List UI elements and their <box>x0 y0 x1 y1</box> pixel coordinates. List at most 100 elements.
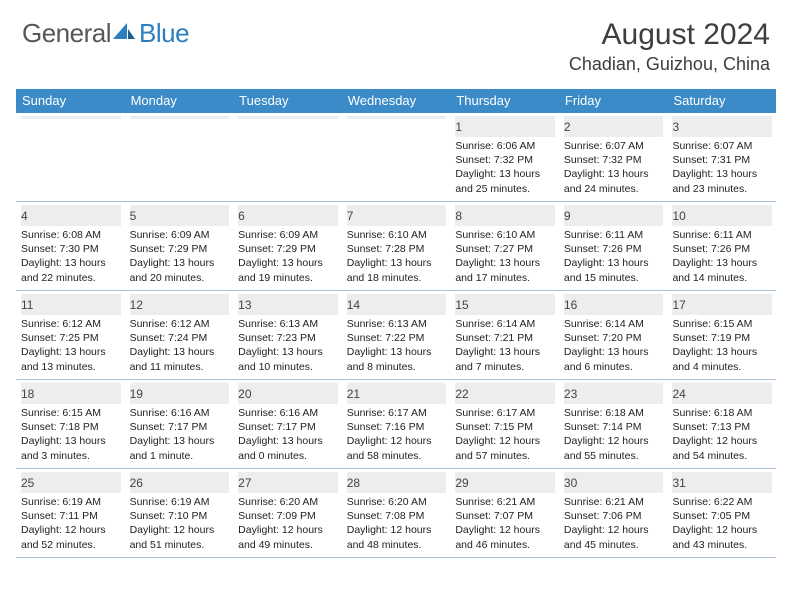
sunrise-text: Sunrise: 6:20 AM <box>347 495 447 509</box>
daylight-text: Daylight: 13 hours and 18 minutes. <box>347 256 447 284</box>
day-details: Sunrise: 6:12 AMSunset: 7:24 PMDaylight:… <box>130 317 230 374</box>
sunrise-text: Sunrise: 6:12 AM <box>21 317 121 331</box>
sunset-text: Sunset: 7:27 PM <box>455 242 555 256</box>
day-number-band: 8 <box>455 205 555 226</box>
day-number: 14 <box>347 298 360 312</box>
day-number-band <box>130 116 230 119</box>
day-number-band <box>238 116 338 119</box>
sunrise-text: Sunrise: 6:17 AM <box>455 406 555 420</box>
day-number: 1 <box>455 120 462 134</box>
sunset-text: Sunset: 7:31 PM <box>672 153 772 167</box>
calendar-day-cell: 30Sunrise: 6:21 AMSunset: 7:06 PMDayligh… <box>559 469 668 557</box>
day-details: Sunrise: 6:11 AMSunset: 7:26 PMDaylight:… <box>672 228 772 285</box>
day-details: Sunrise: 6:08 AMSunset: 7:30 PMDaylight:… <box>21 228 121 285</box>
sunrise-text: Sunrise: 6:19 AM <box>130 495 230 509</box>
day-number-band: 16 <box>564 294 664 315</box>
sunrise-text: Sunrise: 6:15 AM <box>672 317 772 331</box>
day-number-band: 25 <box>21 472 121 493</box>
day-details: Sunrise: 6:09 AMSunset: 7:29 PMDaylight:… <box>130 228 230 285</box>
day-details: Sunrise: 6:11 AMSunset: 7:26 PMDaylight:… <box>564 228 664 285</box>
calendar-day-cell <box>125 113 234 201</box>
day-number: 9 <box>564 209 571 223</box>
sunrise-text: Sunrise: 6:15 AM <box>21 406 121 420</box>
sunrise-text: Sunrise: 6:13 AM <box>238 317 338 331</box>
day-details: Sunrise: 6:19 AMSunset: 7:11 PMDaylight:… <box>21 495 121 552</box>
day-details: Sunrise: 6:07 AMSunset: 7:31 PMDaylight:… <box>672 139 772 196</box>
day-number: 12 <box>130 298 143 312</box>
day-details: Sunrise: 6:13 AMSunset: 7:23 PMDaylight:… <box>238 317 338 374</box>
logo-sail-icon <box>111 21 137 48</box>
day-number: 24 <box>672 387 685 401</box>
daylight-text: Daylight: 12 hours and 49 minutes. <box>238 523 338 551</box>
sunset-text: Sunset: 7:05 PM <box>672 509 772 523</box>
brand-logo: General Blue <box>22 18 189 49</box>
day-number: 28 <box>347 476 360 490</box>
day-number: 26 <box>130 476 143 490</box>
day-number: 8 <box>455 209 462 223</box>
sunset-text: Sunset: 7:21 PM <box>455 331 555 345</box>
sunset-text: Sunset: 7:18 PM <box>21 420 121 434</box>
day-details: Sunrise: 6:14 AMSunset: 7:20 PMDaylight:… <box>564 317 664 374</box>
daylight-text: Daylight: 13 hours and 8 minutes. <box>347 345 447 373</box>
daylight-text: Daylight: 13 hours and 3 minutes. <box>21 434 121 462</box>
sunrise-text: Sunrise: 6:11 AM <box>564 228 664 242</box>
daylight-text: Daylight: 12 hours and 51 minutes. <box>130 523 230 551</box>
sunset-text: Sunset: 7:06 PM <box>564 509 664 523</box>
day-details: Sunrise: 6:15 AMSunset: 7:19 PMDaylight:… <box>672 317 772 374</box>
day-number: 22 <box>455 387 468 401</box>
daylight-text: Daylight: 13 hours and 22 minutes. <box>21 256 121 284</box>
daylight-text: Daylight: 13 hours and 25 minutes. <box>455 167 555 195</box>
calendar-day-cell: 12 Sunrise: 6:12 AMSunset: 7:24 PMDayligh… <box>125 291 234 379</box>
sunset-text: Sunset: 7:20 PM <box>564 331 664 345</box>
calendar-day-cell: 21Sunrise: 6:17 AMSunset: 7:16 PMDayligh… <box>342 380 451 468</box>
daylight-text: Daylight: 12 hours and 52 minutes. <box>21 523 121 551</box>
daylight-text: Daylight: 12 hours and 55 minutes. <box>564 434 664 462</box>
day-details: Sunrise: 6:06 AMSunset: 7:32 PMDaylight:… <box>455 139 555 196</box>
sunset-text: Sunset: 7:11 PM <box>21 509 121 523</box>
dow-sunday: Sunday <box>16 89 125 113</box>
calendar-day-cell: 1 Sunrise: 6:06 AMSunset: 7:32 PMDaylight… <box>450 113 559 201</box>
day-number-band: 2 <box>564 116 664 137</box>
day-number: 17 <box>672 298 685 312</box>
day-number: 10 <box>672 209 685 223</box>
calendar-day-cell: 14Sunrise: 6:13 AMSunset: 7:22 PMDayligh… <box>342 291 451 379</box>
day-number-band: 1 <box>455 116 555 137</box>
day-number-band: 30 <box>564 472 664 493</box>
sunset-text: Sunset: 7:16 PM <box>347 420 447 434</box>
day-number-band: 10 <box>672 205 772 226</box>
calendar-day-cell: 29Sunrise: 6:21 AMSunset: 7:07 PMDayligh… <box>450 469 559 557</box>
calendar-week-row: 11Sunrise: 6:12 AMSunset: 7:25 PMDayligh… <box>16 291 776 380</box>
day-details: Sunrise: 6:17 AMSunset: 7:15 PMDaylight:… <box>455 406 555 463</box>
daylight-text: Daylight: 13 hours and 15 minutes. <box>564 256 664 284</box>
day-number: 16 <box>564 298 577 312</box>
dow-monday: Monday <box>125 89 234 113</box>
sunrise-text: Sunrise: 6:10 AM <box>455 228 555 242</box>
sunset-text: Sunset: 7:07 PM <box>455 509 555 523</box>
day-details: Sunrise: 6:16 AMSunset: 7:17 PMDaylight:… <box>130 406 230 463</box>
daylight-text: Daylight: 12 hours and 46 minutes. <box>455 523 555 551</box>
daylight-text: Daylight: 13 hours and 17 minutes. <box>455 256 555 284</box>
calendar-day-cell: 24Sunrise: 6:18 AMSunset: 7:13 PMDayligh… <box>667 380 776 468</box>
day-number-band <box>21 116 121 119</box>
sunrise-text: Sunrise: 6:17 AM <box>347 406 447 420</box>
day-number-band: 5 <box>130 205 230 226</box>
sunset-text: Sunset: 7:24 PM <box>130 331 230 345</box>
calendar-day-cell: 25Sunrise: 6:19 AMSunset: 7:11 PMDayligh… <box>16 469 125 557</box>
sunset-text: Sunset: 7:08 PM <box>347 509 447 523</box>
day-number: 19 <box>130 387 143 401</box>
logo-word-general: General <box>22 18 111 49</box>
daylight-text: Daylight: 13 hours and 20 minutes. <box>130 256 230 284</box>
day-details: Sunrise: 6:19 AMSunset: 7:10 PMDaylight:… <box>130 495 230 552</box>
daylight-text: Daylight: 13 hours and 6 minutes. <box>564 345 664 373</box>
day-number: 2 <box>564 120 571 134</box>
day-number-band: 28 <box>347 472 447 493</box>
day-number-band: 19 <box>130 383 230 404</box>
day-details: Sunrise: 6:14 AMSunset: 7:21 PMDaylight:… <box>455 317 555 374</box>
day-number-band <box>347 116 447 119</box>
calendar-day-cell: 15Sunrise: 6:14 AMSunset: 7:21 PMDayligh… <box>450 291 559 379</box>
calendar-day-cell: 8 Sunrise: 6:10 AMSunset: 7:27 PMDaylight… <box>450 202 559 290</box>
day-details: Sunrise: 6:18 AMSunset: 7:14 PMDaylight:… <box>564 406 664 463</box>
sunrise-text: Sunrise: 6:22 AM <box>672 495 772 509</box>
daylight-text: Daylight: 13 hours and 14 minutes. <box>672 256 772 284</box>
day-number: 29 <box>455 476 468 490</box>
